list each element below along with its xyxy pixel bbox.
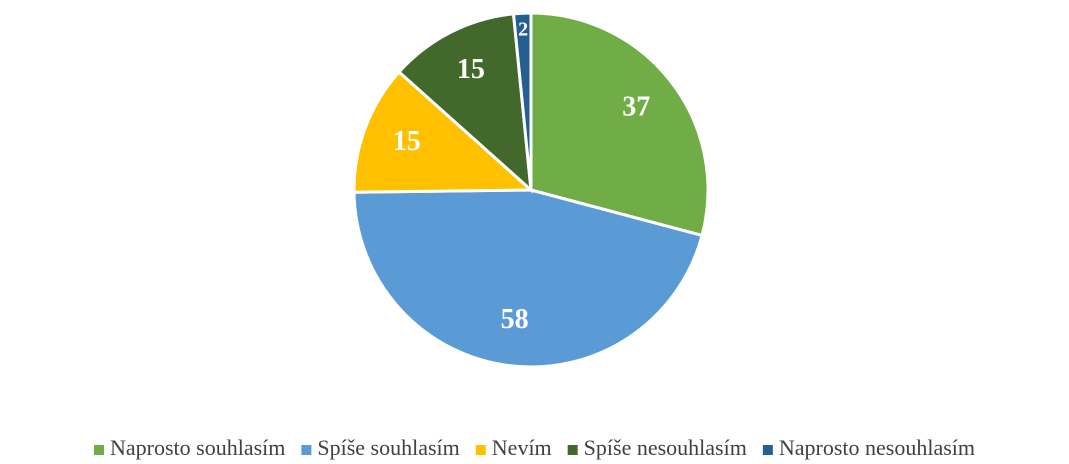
- legend-swatch: [301, 445, 312, 455]
- legend-label: Naprosto nesouhlasím: [779, 435, 975, 460]
- data-label: 2: [518, 18, 528, 40]
- legend-label: Spíše souhlasím: [317, 435, 459, 460]
- legend-label: Naprosto souhlasím: [110, 435, 285, 460]
- legend-swatch: [567, 445, 578, 455]
- pie-slice: [511, 11, 533, 191]
- legend-swatch: [762, 445, 773, 455]
- legend-swatch: [475, 445, 486, 455]
- data-label: 15: [393, 126, 421, 157]
- pie-slice: [396, 12, 533, 194]
- data-label: 37: [622, 92, 650, 123]
- legend-swatch: [93, 445, 104, 455]
- data-label: 58: [501, 304, 529, 335]
- pie-slice: [529, 11, 710, 238]
- pie-slice: [352, 188, 704, 369]
- legend-label: Spíše nesouhlasím: [584, 435, 747, 460]
- legend: Naprosto souhlasím Spíše souhlasím Nevím Sp…: [93, 435, 975, 460]
- pie-slice: [352, 69, 535, 194]
- legend-label: Nevím: [492, 435, 552, 460]
- data-label: 15: [457, 54, 485, 85]
